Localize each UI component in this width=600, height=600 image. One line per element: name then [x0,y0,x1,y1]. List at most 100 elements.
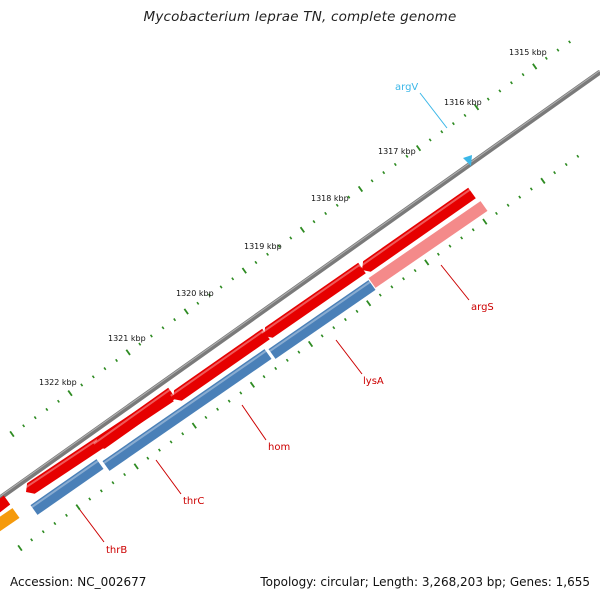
minor-tick [436,252,440,256]
minor-tick [347,195,351,199]
minor-tick [208,293,211,297]
minor-tick [382,171,386,175]
minor-tick [65,513,68,517]
minor-tick [227,399,231,403]
major-tick [249,381,256,388]
kbp-label: 1315 kbp [509,48,547,57]
minor-tick [22,424,26,428]
leader-line-lysA [335,339,363,375]
minor-tick [471,228,475,232]
minor-tick [324,211,328,216]
minor-tick [378,293,382,297]
minor-tick [498,89,502,93]
minor-tick [518,195,522,199]
minor-tick [413,268,417,273]
minor-tick [576,154,580,158]
gene-thrC [96,387,176,449]
minor-tick [239,391,243,395]
gene-thrC-highlight [93,389,171,445]
minor-tick [254,260,258,265]
minor-tick [91,375,95,379]
major-tick [532,63,538,70]
minor-tick [266,252,270,256]
minor-tick [440,130,444,134]
trna-argV-marker [463,155,472,166]
minor-tick [506,203,510,207]
gene-red-fragment [0,495,11,513]
leader-line-argV [419,92,448,129]
major-tick [183,308,189,315]
minor-tick [111,481,115,485]
minor-tick [274,366,278,371]
minor-tick [45,407,49,412]
minor-tick [149,334,153,338]
kbp-label: 1318 kbp [311,194,349,203]
gene-label-argS: argS [471,302,494,313]
leader-line-thrB [79,509,105,543]
minor-tick [289,236,293,240]
minor-tick [355,309,359,313]
minor-tick [320,334,324,338]
minor-tick [115,358,119,363]
minor-tick [181,432,185,436]
minor-tick [451,122,455,126]
minor-tick [297,350,301,354]
minor-tick [157,448,161,452]
gene-lysA [264,262,366,338]
kbp-label: 1319 kbp [244,242,282,251]
minor-tick [463,113,467,118]
gene-argS-highlight [359,188,471,268]
minor-tick [103,367,107,371]
minor-tick [553,171,557,175]
gene-hom [173,328,270,401]
minor-tick [262,375,266,379]
cds-lysA-highlight [269,281,371,352]
leader-line-thrC [155,459,182,495]
cds-thrB [30,459,104,515]
minor-tick [231,277,235,281]
gene-argS [362,187,476,272]
minor-tick [529,187,533,191]
kbp-label: 1316 kbp [444,98,482,107]
minor-tick [161,326,165,330]
minor-tick [521,73,525,77]
gene-label-thrC: thrC [183,496,204,507]
inner-tick-ring [17,154,580,552]
minor-tick [495,211,498,216]
major-tick [17,544,23,552]
minor-tick [486,97,490,101]
minor-tick [57,399,60,403]
minor-tick [277,244,281,248]
minor-tick [312,220,316,224]
minor-tick [196,301,200,305]
major-tick [540,177,546,184]
major-tick [482,218,488,225]
major-tick [299,226,305,233]
leader-line-hom [241,404,267,441]
minor-tick [33,416,37,420]
minor-tick [568,40,572,44]
genome-backbone [0,69,600,501]
major-tick [125,349,131,356]
kbp-label: 1322 kbp [39,378,77,387]
gene-hom-highlight [170,329,265,397]
outer-tick-ring [9,40,572,438]
minor-tick [448,244,452,248]
major-tick [133,463,139,470]
minor-tick [53,521,57,526]
feature-track [0,155,488,532]
major-tick [191,422,197,429]
minor-tick [173,318,177,322]
minor-tick [460,236,464,240]
minor-tick [99,489,103,493]
gene-label-hom: hom [268,442,290,453]
major-tick [75,504,81,511]
accession-text: Accession: NC_002677 [10,575,147,589]
minor-tick [393,162,397,167]
gene-orange-fragment [0,508,20,532]
minor-tick [30,538,34,542]
minor-tick [564,162,568,167]
minor-tick [370,179,374,183]
kbp-label: 1317 kbp [378,147,416,156]
backbone-highlight [0,70,600,498]
